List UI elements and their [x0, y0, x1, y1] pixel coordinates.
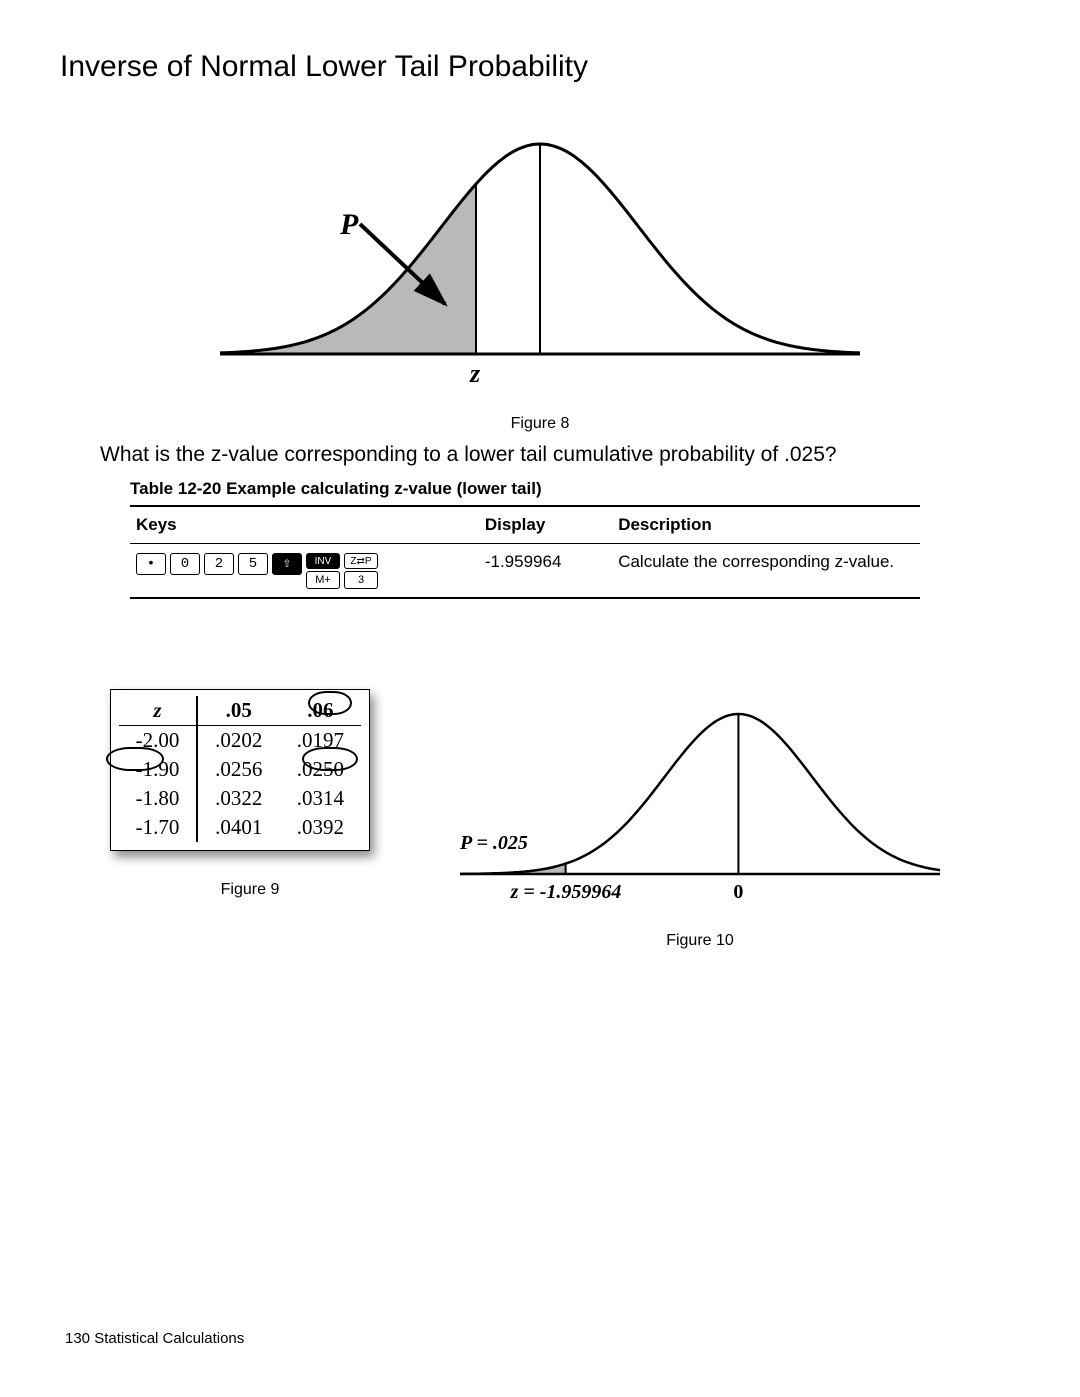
svg-text:P: P — [339, 208, 359, 241]
key-0: 0 — [170, 553, 200, 575]
zt-r1-05: .0256 — [197, 755, 280, 784]
svg-text:0: 0 — [733, 881, 743, 903]
display-cell: -1.959964 — [479, 544, 612, 599]
zt-r0-06: .0197 — [280, 726, 361, 756]
svg-text:P = .025: P = .025 — [459, 832, 528, 854]
page-number: 130 — [65, 1330, 90, 1347]
figure9-caption: Figure 9 — [110, 881, 390, 899]
figure8: Pz Figure 8 — [60, 104, 1020, 433]
key-mplus: M+ — [306, 571, 340, 589]
page-footer: 130 Statistical Calculations — [65, 1330, 244, 1347]
zt-r2-05: .0322 — [197, 784, 280, 813]
key-zp-stack: Z⇄P 3 — [344, 553, 378, 589]
zt-r2-z: -1.80 — [119, 784, 197, 813]
th-description: Description — [612, 506, 920, 544]
key-zp-label: Z⇄P — [344, 553, 378, 569]
zt-h-05: .05 — [197, 696, 280, 726]
zt-r3-06: .0392 — [280, 813, 361, 842]
description-cell: Calculate the corresponding z-value. — [612, 544, 920, 599]
th-display: Display — [479, 506, 612, 544]
zt-h-z: z — [119, 696, 197, 726]
figure8-caption: Figure 8 — [60, 415, 1020, 433]
normal-curve-small: P = .025 z = -1.959964 0 — [420, 689, 980, 919]
th-keys: Keys — [130, 506, 479, 544]
key-inv-stack: INV M+ — [306, 553, 340, 589]
zt-r3-05: .0401 — [197, 813, 280, 842]
section-name: Statistical Calculations — [94, 1330, 244, 1347]
question-text: What is the z-value corresponding to a l… — [100, 443, 1020, 467]
zt-r3-z: -1.70 — [119, 813, 197, 842]
zt-r1-z: -1.90 — [119, 755, 197, 784]
table-caption: Table 12-20 Example calculating z-value … — [130, 479, 1020, 499]
zt-r0-05: .0202 — [197, 726, 280, 756]
table-row: • 0 2 5 ⇧ INV M+ Z⇄P 3 -1.959964 Calcula — [130, 544, 920, 599]
z-table-image: z .05 .06 -2.00 .0202 .0197 -1.90 .0256 … — [110, 689, 370, 851]
keys-cell: • 0 2 5 ⇧ INV M+ Z⇄P 3 — [130, 544, 479, 599]
svg-text:z = -1.959964: z = -1.959964 — [510, 881, 622, 903]
key-shift: ⇧ — [272, 553, 302, 575]
zt-r1-06: .0250 — [280, 755, 361, 784]
zt-r2-06: .0314 — [280, 784, 361, 813]
key-2: 2 — [204, 553, 234, 575]
normal-curve-large: Pz — [160, 104, 920, 404]
zt-h-06: .06 — [280, 696, 361, 726]
key-3: 3 — [344, 571, 378, 589]
key-dot: • — [136, 553, 166, 575]
svg-text:z: z — [469, 359, 481, 388]
zt-r0-z: -2.00 — [119, 726, 197, 756]
calc-table: Keys Display Description • 0 2 5 ⇧ INV M… — [130, 505, 920, 599]
page-title: Inverse of Normal Lower Tail Probability — [60, 50, 1020, 84]
key-inv-label: INV — [306, 553, 340, 569]
figure10-caption: Figure 10 — [420, 932, 980, 950]
key-5: 5 — [238, 553, 268, 575]
